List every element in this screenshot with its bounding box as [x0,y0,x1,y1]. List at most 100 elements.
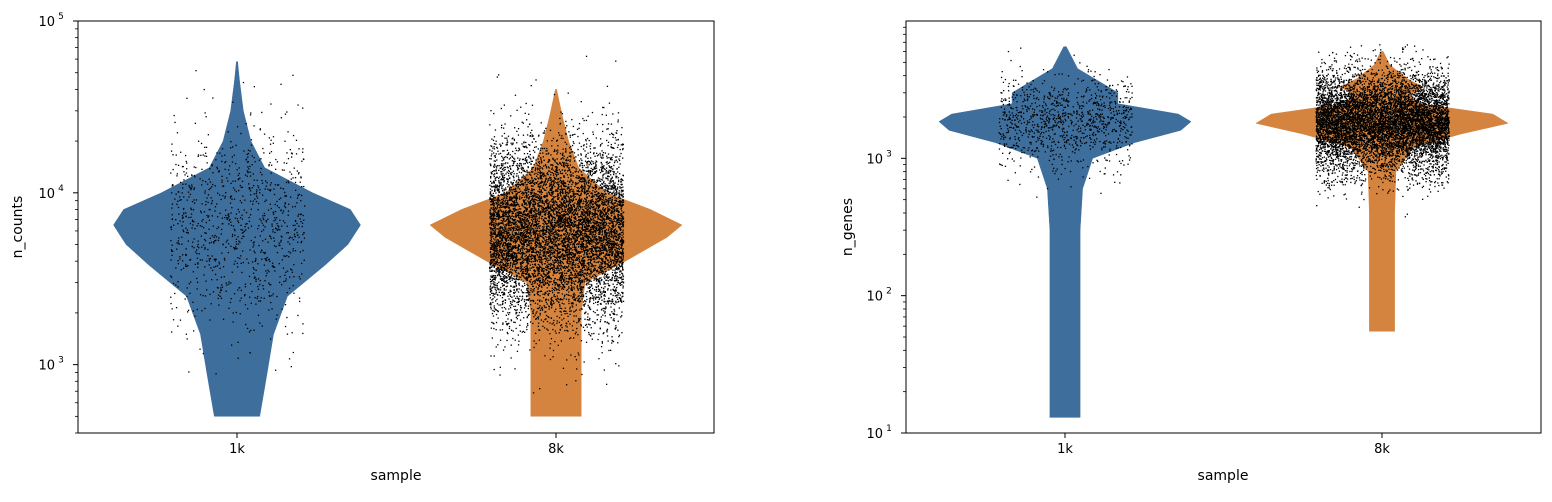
data-point [519,214,521,217]
data-point [537,212,539,215]
data-point [219,194,221,196]
data-point [497,200,499,202]
data-point [622,174,624,176]
data-point [535,312,537,314]
data-point [603,199,605,201]
data-point [570,155,572,157]
data-point [227,169,230,171]
data-point [570,278,573,280]
data-point [564,286,566,289]
data-point [510,196,512,199]
data-point [564,227,566,229]
data-point [588,306,590,308]
data-point [581,259,583,261]
data-point [593,230,595,232]
data-point [609,199,611,201]
data-point [569,159,571,161]
data-point [593,219,595,222]
data-point [613,240,615,242]
data-point [513,276,515,278]
data-point [268,164,270,166]
data-point [523,146,525,148]
data-point [553,324,556,326]
data-point [497,216,499,218]
data-point [289,149,291,151]
data-point [591,200,593,202]
data-point [216,152,218,154]
data-point [211,235,214,237]
data-point [601,142,603,145]
data-point [587,239,589,241]
data-point [565,159,567,161]
data-point [277,228,279,230]
data-point [175,267,177,269]
data-point [297,215,299,217]
data-point [538,161,540,163]
data-point [503,274,505,277]
data-point [300,221,302,223]
data-point [193,166,195,168]
data-point [586,291,588,293]
data-point [539,300,541,303]
data-point [283,205,286,207]
data-point [616,210,618,212]
data-point [535,175,538,177]
data-point [225,209,227,211]
data-point [249,165,251,168]
data-point [285,280,287,282]
data-point [529,172,531,174]
data-point [531,291,534,293]
data-point [573,213,575,216]
data-point [621,203,624,205]
data-point [588,186,590,188]
data-point [297,104,299,106]
data-point [221,160,223,163]
data-point [617,294,619,296]
data-point [614,271,616,273]
data-point [568,226,571,229]
data-point [606,185,609,187]
data-point [512,337,514,340]
data-point [564,236,566,239]
data-point [589,216,591,218]
data-point [278,226,280,228]
data-point [523,234,526,237]
data-point [559,217,561,219]
data-point [298,236,300,238]
data-point [542,237,545,240]
data-point [507,267,509,269]
data-point [561,284,564,286]
data-point [594,213,596,215]
data-point [489,124,491,126]
data-point [287,232,289,234]
data-point [504,228,507,230]
data-point [491,198,493,200]
data-point [546,244,549,246]
data-point [614,156,617,158]
data-point [593,179,595,181]
data-point [566,143,568,145]
data-point [181,225,183,227]
data-point [230,221,232,223]
data-point [529,255,531,257]
data-point [622,236,624,238]
data-point [492,204,494,206]
data-point [528,227,530,229]
data-point [259,279,261,282]
data-point [192,271,194,273]
data-point [508,211,510,213]
data-point [279,229,281,231]
data-point [223,276,225,278]
data-point [494,189,496,191]
data-point [619,251,622,253]
data-point [227,214,229,216]
data-point [504,212,506,214]
data-point [516,198,518,200]
data-point [209,293,211,295]
data-point [494,155,496,157]
data-point [589,280,591,282]
data-point [522,145,524,147]
data-point [502,264,504,266]
data-point [533,280,535,283]
data-point [272,229,274,231]
